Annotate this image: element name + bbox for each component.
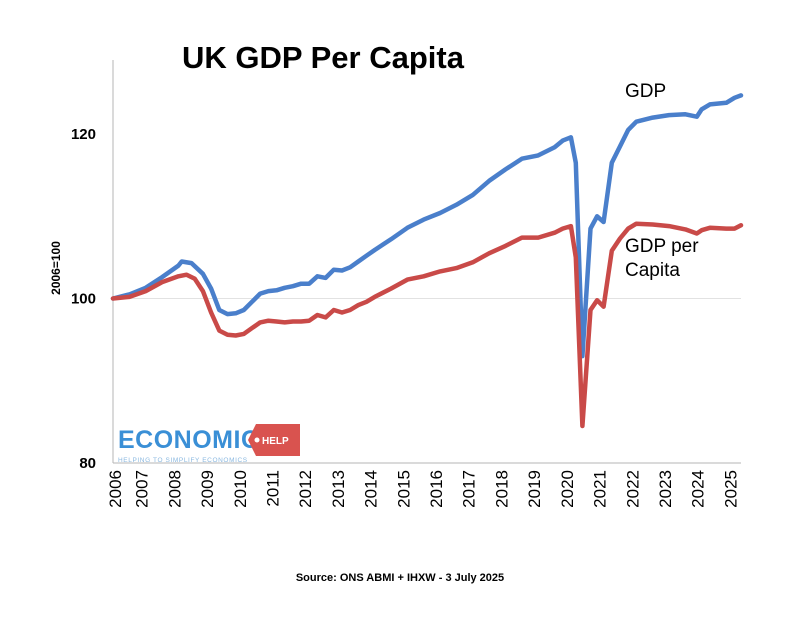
gdp-series-line <box>110 93 744 359</box>
x-tick-label: 2012 <box>296 470 315 508</box>
source-note: Source: ONS ABMI + IHXW - 3 July 2025 <box>296 572 504 584</box>
economics-help-logo: ECONOMICS HELP HELPING TO SIMPLIFY ECONO… <box>118 424 300 464</box>
x-tick-label: 2006 <box>106 470 125 508</box>
x-tick-labels: 2006 2007 2008 2009 2010 2011 2012 2013 2014 2015… <box>106 470 740 508</box>
x-tick-label: 2011 <box>263 470 282 507</box>
y-tick-label: 100 <box>71 291 96 308</box>
y-tick-labels: 80 100 120 <box>71 126 96 472</box>
logo-subtitle: HELPING TO SIMPLIFY ECONOMICS <box>118 457 248 464</box>
x-tick-label: 2021 <box>591 470 610 508</box>
x-tick-label: 2010 <box>231 470 250 508</box>
x-tick-label: 2024 <box>689 470 708 508</box>
y-tick-label: 120 <box>71 126 96 143</box>
x-tick-label: 2013 <box>329 470 348 508</box>
x-tick-label: 2016 <box>427 470 446 508</box>
logo-tag-shape <box>248 424 300 456</box>
y-axis-label: 2006=100 <box>49 241 63 295</box>
x-tick-label: 2018 <box>492 470 511 508</box>
x-tick-label: 2009 <box>198 470 217 508</box>
gdp-per-capita-series-label-line2: Capita <box>625 260 680 281</box>
chart-title: UK GDP Per Capita <box>182 40 465 75</box>
x-tick-label: 2020 <box>558 470 577 508</box>
x-tick-label: 2019 <box>525 470 544 508</box>
x-tick-label: 2008 <box>165 470 184 508</box>
x-tick-label: 2017 <box>460 470 479 508</box>
series-lines <box>110 93 744 429</box>
y-tick-label: 80 <box>79 455 96 472</box>
gdp-per-capita-series-label-line1: GDP per <box>625 236 699 257</box>
axes <box>112 60 741 464</box>
x-tick-label: 2022 <box>623 470 642 508</box>
logo-tag-hole <box>254 437 260 443</box>
gdp-series-label: GDP <box>625 81 666 102</box>
x-tick-label: 2015 <box>394 470 413 508</box>
x-tick-label: 2025 <box>721 470 740 508</box>
x-tick-label: 2007 <box>133 470 152 508</box>
x-tick-label: 2023 <box>656 470 675 508</box>
gdp-per-capita-series-line <box>110 221 744 429</box>
x-tick-label: 2014 <box>362 470 381 508</box>
logo-tag-text: HELP <box>262 436 289 447</box>
